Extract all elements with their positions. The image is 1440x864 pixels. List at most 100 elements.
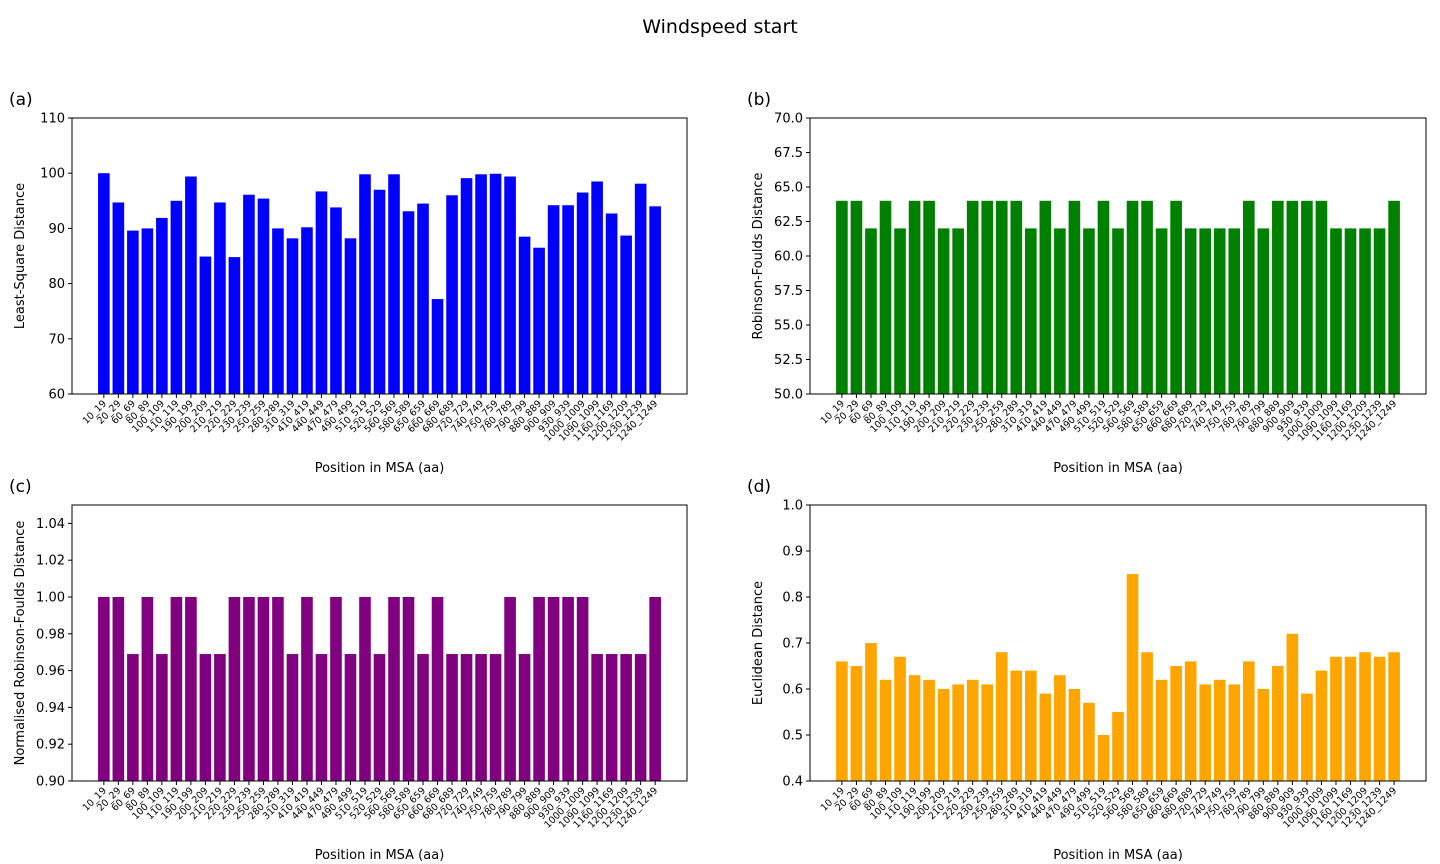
- bar: [388, 597, 400, 781]
- bar: [359, 174, 371, 394]
- bar: [533, 247, 545, 394]
- bar: [446, 654, 458, 781]
- bar: [1068, 689, 1081, 781]
- bar: [460, 178, 473, 394]
- bar: [1286, 200, 1299, 394]
- bar: [591, 654, 603, 781]
- y-tick-label: 0.92: [36, 738, 65, 753]
- y-tick-label: 1.04: [36, 517, 65, 532]
- x-axis-label: Position in MSA (aa): [1053, 461, 1183, 476]
- bar: [243, 194, 255, 394]
- bar: [1301, 693, 1313, 781]
- y-axis-label: Euclidean Distance: [751, 581, 766, 705]
- bar: [518, 236, 531, 394]
- bar: [1025, 228, 1037, 394]
- bar: [533, 597, 545, 781]
- bar: [1388, 200, 1400, 394]
- bar: [562, 597, 574, 781]
- bar: [923, 679, 935, 781]
- bar: [243, 597, 255, 781]
- bar: [1184, 228, 1197, 394]
- bar: [1228, 228, 1241, 394]
- y-tick-label: 60: [48, 388, 65, 403]
- bar: [1010, 670, 1023, 781]
- bar: [966, 679, 979, 781]
- bar: [1257, 689, 1270, 781]
- bar: [1083, 702, 1095, 781]
- y-tick-label: 1.00: [36, 591, 65, 606]
- bar: [373, 654, 386, 781]
- bar: [228, 257, 241, 394]
- y-tick-label: 67.5: [774, 146, 803, 161]
- panel-label: (b): [747, 90, 771, 110]
- y-tick-label: 60.0: [774, 250, 803, 265]
- y-tick-label: 0.7: [782, 637, 803, 652]
- bar: [344, 238, 357, 394]
- bar: [301, 597, 313, 781]
- bar: [850, 666, 863, 781]
- bar: [475, 174, 487, 394]
- y-tick-label: 0.8: [782, 591, 803, 606]
- bar: [156, 217, 168, 394]
- bar: [214, 202, 226, 394]
- bar: [112, 597, 125, 781]
- bar: [952, 228, 964, 394]
- bar: [836, 200, 848, 394]
- bar: [1330, 656, 1342, 781]
- bar: [98, 597, 110, 781]
- figure-title: Windspeed start: [642, 16, 797, 38]
- bar: [1286, 633, 1299, 781]
- bar: [373, 189, 386, 394]
- bar: [547, 205, 560, 394]
- y-tick-label: 110: [40, 112, 65, 127]
- bar: [127, 654, 139, 781]
- x-axis-label: Position in MSA (aa): [315, 461, 445, 476]
- bar: [894, 656, 906, 781]
- bar: [1344, 228, 1357, 394]
- bar: [1141, 652, 1153, 781]
- bar: [257, 597, 270, 781]
- bar: [995, 652, 1008, 781]
- panel-label: (c): [9, 477, 32, 497]
- bar: [1010, 200, 1023, 394]
- bar: [330, 597, 342, 781]
- bar: [981, 684, 994, 781]
- panel-label: (d): [747, 477, 771, 497]
- bar: [1301, 200, 1313, 394]
- y-tick-label: 62.5: [774, 215, 803, 230]
- bar: [937, 228, 950, 394]
- bar: [1272, 200, 1284, 394]
- bar: [1126, 200, 1139, 394]
- x-axis-label: Position in MSA (aa): [1053, 848, 1183, 863]
- bar: [547, 597, 560, 781]
- bar: [1315, 670, 1328, 781]
- bar: [1097, 735, 1110, 781]
- bar: [156, 654, 168, 781]
- bar: [417, 203, 429, 394]
- bar: [1097, 200, 1110, 394]
- bar: [1054, 228, 1066, 394]
- bar: [879, 200, 892, 394]
- bar: [1199, 684, 1212, 781]
- bar: [923, 200, 935, 394]
- bar: [1373, 656, 1386, 781]
- bar: [649, 597, 661, 781]
- bar: [1184, 661, 1197, 781]
- bar: [402, 211, 415, 394]
- bar: [315, 191, 328, 394]
- bar: [1025, 670, 1037, 781]
- bar: [937, 689, 950, 781]
- bar: [649, 206, 661, 394]
- x-axis-label: Position in MSA (aa): [315, 848, 445, 863]
- bar: [879, 679, 892, 781]
- bar: [1359, 228, 1371, 394]
- bar: [1170, 200, 1182, 394]
- bar: [1112, 228, 1124, 394]
- bar: [620, 235, 632, 394]
- bar: [344, 654, 357, 781]
- bar: [1344, 656, 1357, 781]
- bar: [1213, 228, 1226, 394]
- bar: [315, 654, 328, 781]
- bar: [605, 654, 618, 781]
- bar: [504, 176, 516, 394]
